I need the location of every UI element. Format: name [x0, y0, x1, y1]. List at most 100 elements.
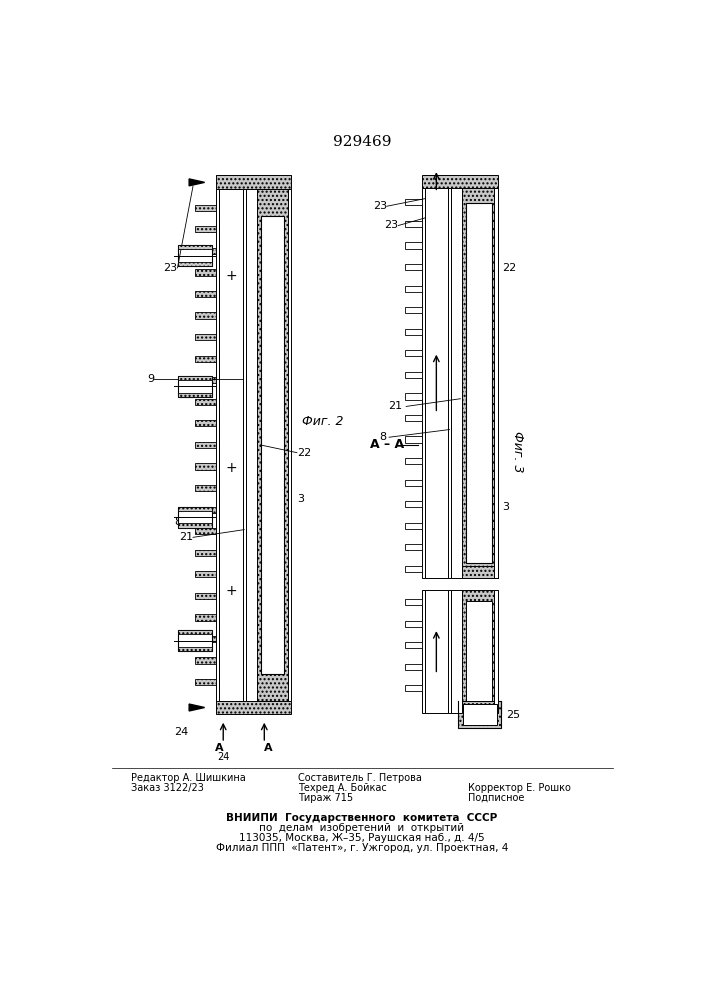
Text: Редактор А. Шишкина: Редактор А. Шишкина [131, 773, 246, 783]
Bar [404, 436, 421, 443]
Text: 21: 21 [388, 401, 402, 411]
Text: Тираж 715: Тираж 715 [298, 793, 353, 803]
Text: Заказ 3122/23: Заказ 3122/23 [131, 783, 204, 793]
Bar [246, 189, 257, 701]
Bar [404, 264, 421, 270]
Text: А – А: А – А [370, 438, 404, 451]
Bar [194, 679, 216, 685]
Bar [458, 701, 501, 728]
Bar [462, 704, 497, 725]
Bar [177, 630, 212, 651]
Bar [177, 393, 212, 397]
Polygon shape [189, 704, 204, 711]
Bar [194, 248, 216, 254]
Text: 113035, Москва, Ж–35, Раушская наб., д. 4/5: 113035, Москва, Ж–35, Раушская наб., д. … [239, 833, 485, 843]
Bar [421, 188, 425, 578]
Bar [421, 590, 425, 713]
Bar [261, 216, 284, 674]
Bar [448, 188, 451, 578]
Bar [194, 657, 216, 664]
Text: Техред А. Бойкас: Техред А. Бойкас [298, 783, 386, 793]
Bar [404, 620, 421, 627]
Bar [194, 312, 216, 319]
Bar [257, 189, 288, 701]
Bar [194, 269, 216, 276]
Bar [462, 566, 498, 578]
Bar [462, 590, 494, 713]
Bar [466, 601, 492, 701]
Bar [194, 463, 216, 470]
Text: по  делам  изобретений  и  открытий: по делам изобретений и открытий [259, 823, 464, 833]
Text: 8: 8 [174, 517, 182, 527]
Text: Фиг. 2: Фиг. 2 [301, 415, 343, 428]
Bar [404, 242, 421, 249]
Text: Филиал ППП  «Патент», г. Ужгород, ул. Проектная, 4: Филиал ППП «Патент», г. Ужгород, ул. Про… [216, 843, 508, 853]
Bar [288, 189, 291, 701]
Bar [177, 262, 212, 266]
Bar [425, 590, 448, 713]
Bar [494, 590, 498, 713]
Text: 24: 24 [217, 752, 229, 762]
Bar [404, 566, 421, 572]
Bar [404, 458, 421, 464]
Bar [177, 376, 212, 380]
Text: 8: 8 [380, 432, 387, 442]
Bar [451, 188, 462, 578]
Bar [404, 199, 421, 205]
Bar [404, 415, 421, 421]
Text: 22: 22 [297, 448, 311, 458]
Bar [243, 189, 246, 701]
Bar [194, 507, 216, 513]
Bar [404, 372, 421, 378]
Text: А: А [264, 743, 272, 753]
Bar [462, 188, 494, 578]
Bar [219, 189, 243, 701]
Text: А: А [215, 743, 223, 753]
Text: +: + [225, 269, 237, 283]
Bar [494, 188, 498, 578]
Bar [216, 189, 219, 701]
Bar [404, 685, 421, 691]
Bar [194, 593, 216, 599]
Text: 3: 3 [297, 494, 304, 504]
Bar [194, 528, 216, 534]
Bar [404, 393, 421, 400]
Bar [404, 286, 421, 292]
Bar [194, 334, 216, 340]
Text: 3: 3 [502, 502, 509, 512]
Bar [404, 329, 421, 335]
Polygon shape [189, 179, 204, 186]
Bar [194, 377, 216, 383]
Bar [177, 507, 212, 511]
Bar [177, 647, 212, 651]
Text: Подписное: Подписное [468, 793, 525, 803]
Bar [177, 507, 212, 528]
Bar [194, 636, 216, 642]
Bar [451, 590, 462, 713]
Bar [404, 664, 421, 670]
Bar [177, 245, 212, 266]
Bar [421, 175, 498, 188]
Bar [177, 523, 212, 528]
Bar [404, 544, 421, 550]
Bar [404, 221, 421, 227]
Bar [177, 376, 212, 397]
Bar [194, 420, 216, 426]
Bar [404, 501, 421, 507]
Text: 23: 23 [163, 263, 177, 273]
Bar [194, 550, 216, 556]
Bar [404, 307, 421, 313]
Text: 929469: 929469 [333, 135, 391, 149]
Text: 25: 25 [506, 710, 520, 720]
Bar [194, 442, 216, 448]
Bar [194, 485, 216, 491]
Text: 23: 23 [373, 201, 387, 211]
Bar [194, 571, 216, 577]
Text: +: + [225, 461, 237, 475]
Text: Корректор Е. Рошко: Корректор Е. Рошко [468, 783, 571, 793]
Text: 24: 24 [174, 727, 189, 737]
Text: Фиг. 3: Фиг. 3 [511, 431, 524, 473]
Text: 22: 22 [502, 263, 517, 273]
Text: +: + [225, 584, 237, 598]
Bar [216, 175, 291, 189]
